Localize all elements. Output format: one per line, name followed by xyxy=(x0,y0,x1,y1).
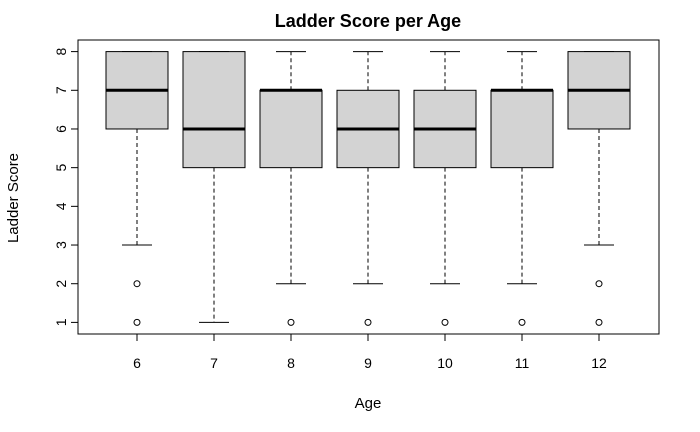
x-tick-label: 8 xyxy=(287,355,295,371)
x-tick-label: 11 xyxy=(515,355,530,371)
outlier-point xyxy=(133,318,141,326)
x-tick-label: 7 xyxy=(210,355,218,371)
x-tick-label: 12 xyxy=(591,355,607,371)
box-iqr xyxy=(490,89,554,169)
y-tick-label: 5 xyxy=(53,164,69,172)
outlier-point xyxy=(595,280,603,288)
y-tick-label: 7 xyxy=(53,86,69,94)
x-tick-label: 9 xyxy=(364,355,372,371)
box-group xyxy=(105,51,169,326)
y-tick-label: 8 xyxy=(53,48,69,56)
box-group xyxy=(259,51,323,326)
box-iqr xyxy=(259,89,323,169)
x-tick-label: 6 xyxy=(133,355,141,371)
y-tick-label: 1 xyxy=(53,318,69,326)
box-group xyxy=(182,51,246,323)
outlier-point xyxy=(595,318,603,326)
box-iqr xyxy=(182,51,246,169)
boxes-layer xyxy=(105,51,631,326)
box-group xyxy=(413,51,477,326)
outlier-point xyxy=(518,318,526,326)
box-group xyxy=(490,51,554,326)
y-tick-label: 4 xyxy=(53,202,69,210)
outlier-point xyxy=(364,318,372,326)
x-axis-label: Age xyxy=(355,395,382,412)
y-axis-label: Ladder Score xyxy=(5,153,22,243)
y-tick-label: 2 xyxy=(53,280,69,288)
chart-title: Ladder Score per Age xyxy=(275,11,461,31)
y-tick-label: 6 xyxy=(53,125,69,133)
outlier-point xyxy=(133,280,141,288)
outlier-point xyxy=(287,318,295,326)
box-group xyxy=(567,51,631,326)
x-tick-label: 10 xyxy=(437,355,453,371)
y-axis: 1 2 3 4 5 6 7 8 xyxy=(53,48,79,326)
x-axis: 6 7 8 9 10 11 12 xyxy=(133,333,607,371)
y-tick-label: 3 xyxy=(53,241,69,249)
box-group xyxy=(336,51,400,326)
outlier-point xyxy=(441,318,449,326)
